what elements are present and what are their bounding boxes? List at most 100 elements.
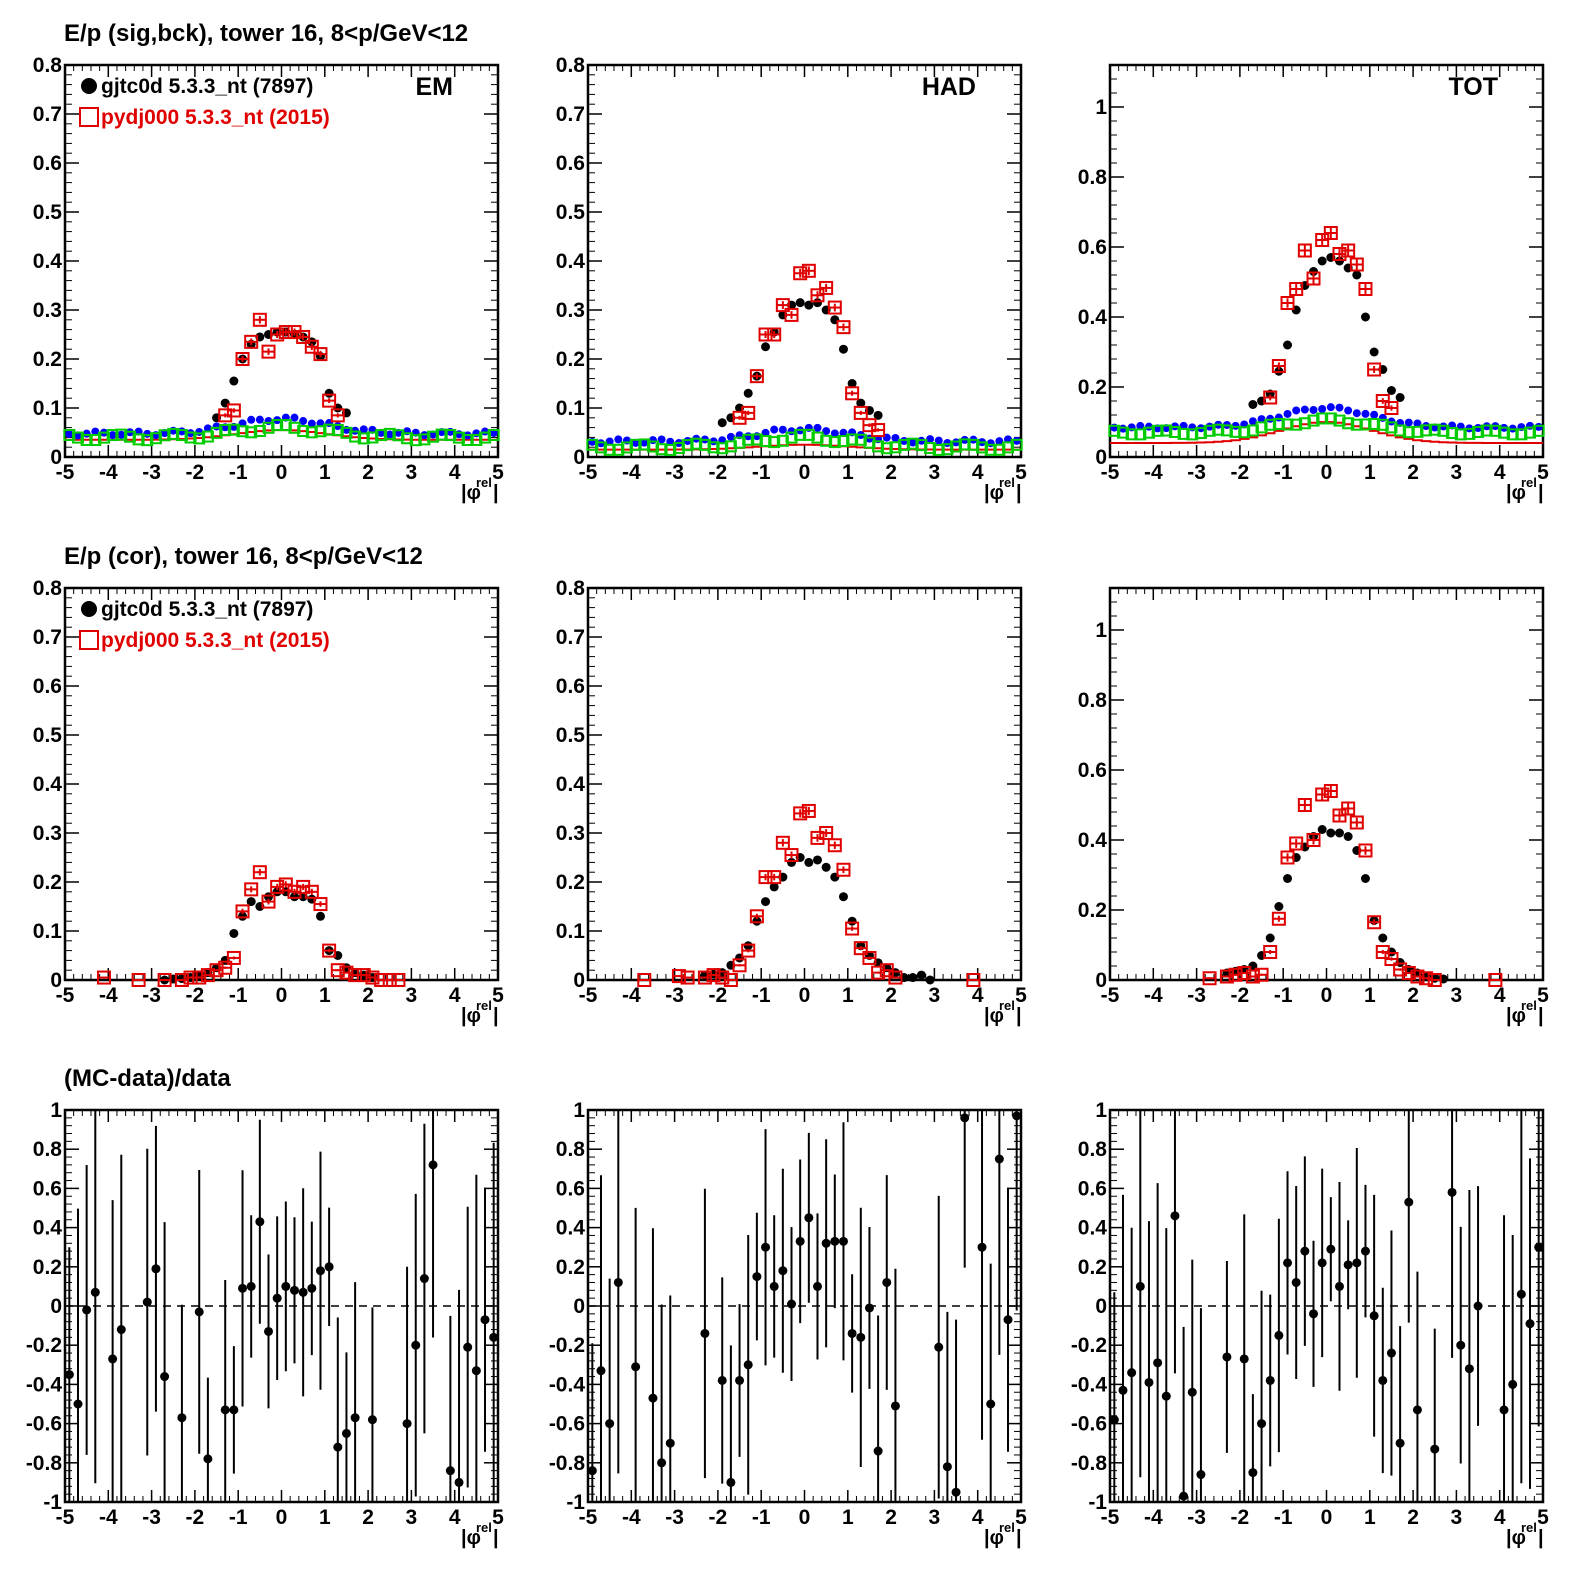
mc-background-point (915, 439, 928, 452)
data-background-point (247, 415, 256, 424)
ratio-point (411, 1340, 421, 1350)
mc-point (671, 969, 686, 984)
mc-background-point (383, 427, 396, 440)
x-tick-label: 3 (406, 461, 418, 484)
ratio-point (1360, 1246, 1370, 1256)
mc-background-point (1446, 426, 1459, 439)
x-tick-label: 3 (929, 461, 941, 484)
ratio-point (631, 1362, 641, 1372)
ratio-point (73, 1399, 83, 1409)
data-background-point (657, 435, 666, 444)
mc-background-point (1134, 428, 1147, 441)
mc-background-point (820, 434, 833, 447)
ratio-point (1187, 1387, 1197, 1397)
ratio-point (1317, 1258, 1327, 1268)
y-tick-label: 0.8 (1078, 166, 1108, 189)
y-tick-label: -0.6 (26, 1413, 62, 1436)
mc-background-point (1368, 417, 1381, 430)
y-tick-label: 0.8 (33, 577, 63, 600)
mc-background-point (123, 430, 136, 443)
ratio-point (596, 1366, 606, 1376)
mc-background-point (63, 429, 76, 442)
x-tick-label: -3 (142, 984, 161, 1007)
x-tick-label: 4 (1494, 461, 1506, 484)
mc-background-point (1489, 424, 1502, 437)
y-tick-label: 0.7 (33, 103, 62, 126)
mc-point (131, 973, 146, 987)
mc-point (1254, 967, 1269, 982)
data-background-point (908, 438, 917, 447)
data-background-point (1318, 404, 1327, 413)
ratio-point (752, 1272, 762, 1282)
mc-background-point (750, 433, 763, 446)
mc-point (270, 327, 285, 342)
mc-background-point (776, 434, 789, 447)
x-tick-label: 4 (449, 461, 461, 484)
x-tick-label: 3 (929, 1506, 941, 1529)
ratio-point (419, 1274, 429, 1284)
ratio-point (238, 1283, 248, 1293)
ratio-point (298, 1287, 308, 1297)
mc-point (836, 320, 851, 335)
mc-point (218, 408, 233, 423)
mc-background-point (1290, 418, 1303, 431)
mc-background-point (698, 438, 711, 451)
data-background-point (778, 425, 787, 434)
mc-point (270, 879, 285, 894)
data-background-point (108, 431, 117, 440)
x-axis-label-sup: rel (1521, 998, 1537, 1013)
mc-background-point (802, 428, 815, 441)
mc-background-point (409, 434, 422, 447)
mc-background-point (785, 431, 798, 444)
mc-point (1228, 967, 1243, 982)
x-axis-label-end: | (493, 482, 499, 504)
ratio-point (1144, 1377, 1154, 1387)
x-tick-label: -1 (752, 461, 771, 484)
mc-point (304, 884, 319, 899)
ratio-point (1291, 1277, 1301, 1287)
mc-background-point (1142, 426, 1155, 439)
mc-background-point (340, 426, 353, 439)
mc-point (801, 263, 816, 278)
mc-point (1245, 969, 1260, 984)
x-tick-label: -4 (99, 984, 118, 1007)
ratio-point (289, 1285, 299, 1295)
data-point (1369, 347, 1379, 357)
mc-point (1306, 271, 1321, 286)
ratio-point (743, 1360, 753, 1370)
y-tick-label: 0.7 (33, 626, 62, 649)
mc-background-point (97, 431, 110, 444)
ratio-point (82, 1305, 92, 1315)
y-tick-label: 0 (1095, 969, 1107, 992)
ratio-point (700, 1328, 710, 1338)
data-background-point (891, 434, 900, 443)
mc-background-point (690, 437, 703, 450)
ratio-point (1196, 1470, 1206, 1480)
mc-background-point (993, 443, 1006, 456)
x-tick-label: 5 (1537, 461, 1549, 484)
mc-background-point (1394, 424, 1407, 437)
data-background-point (1292, 406, 1301, 415)
mc-background-point (1238, 426, 1251, 439)
mc-background-point (837, 435, 850, 448)
x-tick-label: 1 (842, 461, 854, 484)
x-tick-label: -1 (752, 1506, 771, 1529)
x-tick-label: -4 (1144, 461, 1163, 484)
mc-point (252, 312, 267, 327)
data-point (1360, 312, 1370, 322)
mc-background-point (1454, 428, 1467, 441)
mc-point (845, 386, 860, 401)
x-tick-label: 4 (449, 1506, 461, 1529)
x-axis-label-end: | (493, 1005, 499, 1027)
x-axis-label-sup: rel (999, 475, 1015, 490)
data-point (246, 897, 256, 907)
data-background-point (1413, 419, 1422, 428)
ratio-point (229, 1405, 239, 1415)
mc-background-point (629, 438, 642, 451)
mc-background-point (1324, 412, 1337, 425)
x-axis-label: |φ (984, 482, 1004, 504)
mc-point (853, 405, 868, 420)
ratio-point (454, 1477, 464, 1487)
data-point (769, 882, 779, 892)
